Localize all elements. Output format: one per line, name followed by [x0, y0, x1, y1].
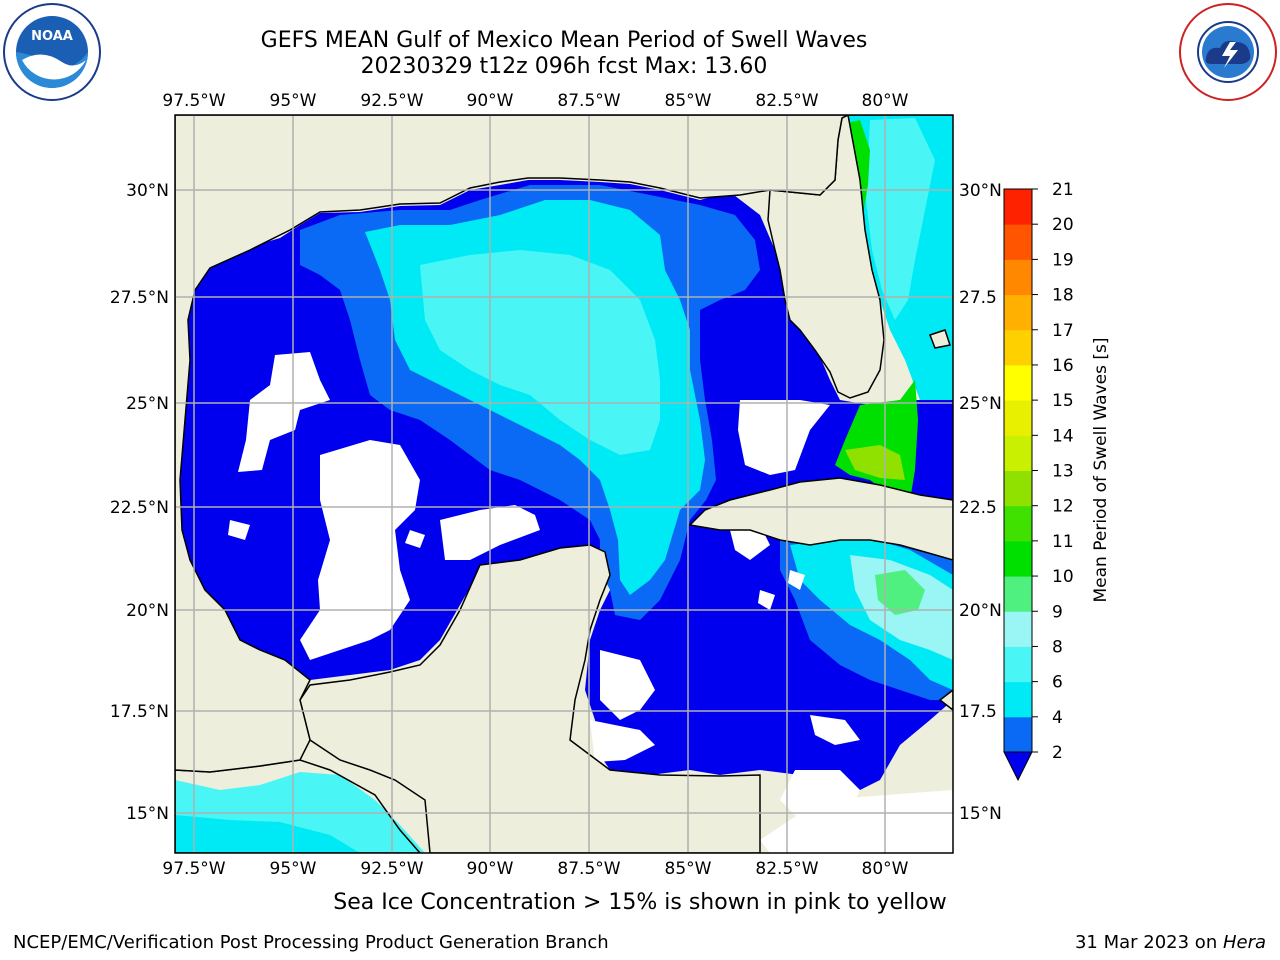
footer-credit: NCEP/EMC/Verification Post Processing Pr…	[13, 932, 609, 953]
sea-ice-note: Sea Ice Concentration > 15% is shown in …	[333, 890, 947, 915]
footer-date-text: 31 Mar 2023 on	[1074, 932, 1223, 953]
colorbar-swatch	[1004, 294, 1032, 331]
lon-label: 97.5°W	[162, 859, 225, 879]
lat-label: 25°N	[959, 394, 1002, 414]
lat-label: 27.5°N	[110, 288, 169, 308]
colorbar-tick-label: 19	[1052, 250, 1074, 270]
colorbar-tick-label: 16	[1052, 356, 1074, 376]
lon-labels-bottom: 97.5°W 95°W 92.5°W 90°W 87.5°W 85°W 82.5…	[162, 859, 908, 879]
lon-label: 87.5°W	[557, 91, 620, 111]
florida-straits-water-12-13s	[845, 445, 905, 480]
colorbar-tick-label: 11	[1052, 532, 1074, 552]
colorbar-swatch	[1004, 716, 1032, 753]
colorbar-tick-label: 2	[1052, 743, 1063, 763]
colorbar-tick-label: 13	[1052, 462, 1074, 482]
colorbar-swatch	[1004, 189, 1032, 225]
footer-host: Hera	[1222, 932, 1266, 953]
colorbar-tick-label: 14	[1052, 426, 1074, 446]
bahamas-island	[929, 329, 951, 349]
lat-label: 17.5°N	[110, 702, 169, 722]
colorbar-tick-label: 4	[1052, 708, 1063, 728]
noaa-logo: NOAA	[3, 3, 101, 101]
lat-labels-right: 30°N 27.5 25°N 22.5 20°N 17.5 15°N	[959, 181, 1002, 824]
lat-label: 22.5	[959, 498, 997, 518]
hispaniola-edge	[938, 689, 953, 711]
atlantic-water-8-9s	[866, 118, 935, 320]
colorbar-tick-label: 20	[1052, 215, 1074, 235]
colorbar-tick-label: 12	[1052, 497, 1074, 517]
lon-label: 95°W	[270, 859, 317, 879]
colorbar-tick-label: 17	[1052, 321, 1074, 341]
colorbar-swatch	[1004, 400, 1032, 436]
lat-label: 27.5	[959, 288, 997, 308]
lon-label: 90°W	[467, 91, 514, 111]
colorbar: 2 4 6 8 9 10 11 12 13 14 15 16 17 18 19 20 21	[1003, 180, 1074, 782]
lon-label: 90°W	[467, 859, 514, 879]
lat-label: 20°N	[959, 601, 1002, 621]
colorbar-swatch	[1004, 224, 1032, 260]
colorbar-tick-label: 9	[1052, 602, 1063, 622]
cuba	[688, 477, 953, 561]
gridlines	[175, 115, 953, 853]
colorbar-swatch	[1004, 576, 1032, 612]
colorbar-swatch	[1004, 259, 1032, 296]
colorbar-swatch	[1004, 611, 1032, 647]
lon-label: 95°W	[270, 91, 317, 111]
footer-date: 31 Mar 2023 on Hera	[1075, 932, 1266, 953]
lon-label: 80°W	[862, 859, 909, 879]
colorbar-label: Mean Period of Swell Waves [s]	[1091, 338, 1111, 603]
colorbar-swatch	[1004, 470, 1032, 507]
colorbar-swatch	[1004, 540, 1032, 577]
lat-label: 30°N	[959, 181, 1002, 201]
lat-label: 17.5	[959, 702, 997, 722]
colorbar-swatch	[1004, 435, 1032, 471]
lon-label: 87.5°W	[557, 859, 620, 879]
lon-label: 92.5°W	[360, 91, 423, 111]
lat-label: 22.5°N	[110, 498, 169, 518]
colorbar-tick-label: 6	[1052, 673, 1063, 693]
lon-labels-top: 97.5°W 95°W 92.5°W 90°W 87.5°W 85°W 82.5…	[162, 91, 908, 111]
lon-label: 82.5°W	[755, 91, 818, 111]
colorbar-tick-label: 18	[1052, 286, 1074, 306]
yucatan-peninsula	[299, 544, 761, 853]
lon-label: 92.5°W	[360, 859, 423, 879]
colorbar-swatch	[1004, 681, 1032, 718]
lon-label: 82.5°W	[755, 859, 818, 879]
map-frame	[174, 114, 954, 854]
national-weather-service-logo	[1179, 3, 1277, 101]
lon-label: 85°W	[665, 91, 712, 111]
mexico-west-land	[175, 115, 953, 773]
colorbar-tick-label: 8	[1052, 637, 1063, 657]
caribbean-water-9-10s	[875, 570, 925, 615]
lat-label: 15°N	[126, 804, 169, 824]
coastlines	[175, 115, 953, 853]
lat-label: 30°N	[126, 181, 169, 201]
lat-label: 15°N	[959, 804, 1002, 824]
lon-label: 80°W	[862, 91, 909, 111]
colorbar-tick-label: 15	[1052, 391, 1074, 411]
colorbar-swatch	[1004, 329, 1032, 366]
lat-label: 25°N	[126, 394, 169, 414]
map-plot-area	[175, 115, 953, 853]
pacific-water-4-6s	[175, 815, 360, 853]
chart-subtitle-forecast: 20230329 t12z 096h fcst Max: 13.60	[360, 54, 768, 79]
lon-label: 85°W	[665, 859, 712, 879]
lat-labels-left: 30°N 27.5°N 25°N 22.5°N 20°N 17.5°N 15°N	[110, 181, 169, 824]
colorbar-swatch	[1004, 364, 1032, 401]
colorbar-tick-label: 10	[1052, 567, 1074, 587]
colorbar-swatch	[1004, 646, 1032, 683]
chart-title: GEFS MEAN Gulf of Mexico Mean Period of …	[260, 28, 868, 53]
svg-text:NOAA: NOAA	[31, 29, 73, 44]
colorbar-extend-arrow	[1003, 751, 1033, 782]
colorbar-tick-label: 21	[1052, 180, 1074, 200]
colorbar-swatch	[1004, 505, 1032, 542]
lon-label: 97.5°W	[162, 91, 225, 111]
lat-label: 20°N	[126, 601, 169, 621]
